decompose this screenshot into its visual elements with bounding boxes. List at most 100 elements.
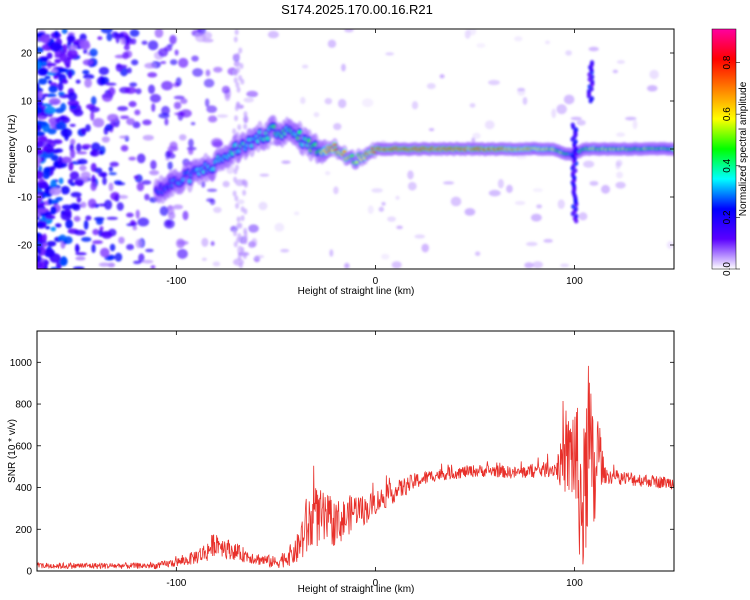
spectrogram-noise-blob (60, 156, 72, 164)
spectrogram-noise-blob (126, 243, 135, 251)
spectrogram-burst (570, 122, 575, 128)
spectrogram-noise-blob (98, 66, 110, 76)
spectrogram-noise-blob (60, 185, 70, 195)
spectrogram-noise-blob (81, 236, 92, 242)
spectrogram-noise-blob (97, 36, 103, 41)
spectrogram-noise-blob (235, 81, 240, 88)
spectrogram-noise-blob (55, 121, 67, 130)
spectrogram-noise-blob (37, 137, 47, 141)
spectrogram-noise-blob (89, 48, 98, 57)
spectrogram-noise-blob (92, 117, 105, 128)
spectrogram-noise-blob (50, 206, 57, 215)
spectrogram-noise-blob (69, 123, 76, 127)
spectrogram-noise-blob (37, 60, 42, 70)
spectrogram-noise-blob (39, 201, 46, 207)
spectrogram-noise-blob (84, 78, 92, 88)
spectrogram-y-tick-label: -10 (18, 193, 33, 204)
spectrogram-noise-blob (37, 184, 46, 189)
spectrogram-noise-blob (37, 131, 46, 137)
spectrogram-noise-blob (58, 155, 63, 166)
spectrogram-noise-blob (396, 225, 403, 230)
spectrogram-noise-blob (40, 33, 51, 44)
spectrogram-noise-blob (327, 39, 337, 48)
spectrogram-noise-blob (52, 139, 63, 145)
spectrogram-noise-blob (209, 198, 216, 206)
spectrogram-burst (589, 60, 595, 66)
spectrogram-noise-blob (108, 87, 116, 96)
spectrogram-noise-blob (83, 74, 95, 80)
spectrogram-noise-blob (37, 248, 42, 255)
spectrogram-noise-blob (179, 134, 187, 141)
spectrogram-noise-blob (105, 82, 117, 86)
spectrogram-noise-blob (532, 188, 543, 193)
spectrogram-y-tick-label: -20 (18, 241, 33, 252)
spectrogram-noise-blob (381, 201, 386, 206)
spectrogram-noise-blob (378, 206, 385, 212)
spectrogram-noise-blob (154, 29, 164, 38)
spectrogram-noise-blob (543, 238, 553, 243)
spectrogram-noise-blob (133, 260, 141, 265)
spectrogram-noise-blob (646, 85, 658, 92)
spectrogram-noise-blob (42, 233, 47, 242)
spectrogram-noise-blob (122, 51, 130, 60)
spectrogram-noise-blob (148, 84, 156, 95)
spectrogram-noise-blob (172, 204, 184, 210)
spectrogram-noise-blob (54, 148, 64, 153)
spectrogram-noise-blob (234, 164, 239, 171)
spectrogram-noise-blob (570, 116, 582, 121)
spectrogram-noise-blob (407, 170, 414, 180)
spectrogram-noise-blob (168, 211, 176, 220)
spectrogram-noise-blob (119, 135, 130, 139)
spectrogram-noise-blob (37, 87, 44, 93)
spectrogram-noise-blob (82, 69, 90, 75)
spectrogram-noise-blob (616, 60, 626, 64)
spectrogram-noise-blob (37, 47, 44, 54)
spectrogram-noise-blob (69, 148, 76, 159)
spectrogram-noise-blob (98, 262, 111, 267)
spectrogram-noise-blob (92, 149, 97, 157)
spectrogram-noise-blob (232, 190, 237, 197)
spectrogram-noise-blob (138, 253, 145, 263)
spectrogram-burst (574, 213, 579, 219)
spectrogram-noise-blob (191, 55, 199, 62)
spectrogram-y-tick-label: 10 (21, 97, 33, 108)
spectrogram-noise-blob (615, 159, 623, 167)
spectrogram-noise-blob (74, 179, 85, 186)
spectrogram-noise-blob (237, 199, 245, 205)
spectrogram-noise-blob (180, 98, 188, 105)
spectrogram-noise-blob (233, 70, 238, 77)
spectrogram-noise-blob (46, 248, 54, 257)
spectrogram-noise-blob (37, 169, 43, 180)
spectrogram-noise-blob (135, 238, 143, 249)
spectrogram-noise-blob (243, 234, 248, 241)
snr-x-tick-label: 0 (373, 578, 379, 589)
spectrogram-noise-blob (301, 64, 309, 69)
spectrogram-noise-blob (37, 101, 44, 106)
spectrogram-noise-blob (625, 116, 637, 121)
spectrogram-noise-blob (72, 266, 85, 269)
spectrogram-noise-blob (563, 94, 575, 105)
spectrogram-noise-blob (300, 96, 306, 105)
spectrogram-noise-blob (38, 91, 43, 100)
spectrogram-noise-blob (161, 80, 173, 91)
spectrogram-noise-blob (232, 53, 237, 60)
snr-y-tick-label: 600 (15, 441, 32, 452)
spectrogram-noise-blob (99, 247, 110, 258)
spectrogram-noise-blob (59, 68, 69, 73)
spectrogram-noise-blob (136, 182, 145, 192)
spectrogram-noise-blob (497, 178, 504, 189)
colorbar-tick-label: 0.8 (722, 55, 733, 69)
spectrogram-heat-layer (37, 29, 674, 269)
spectrogram-noise-blob (37, 105, 43, 115)
spectrogram-noise-blob (212, 261, 221, 267)
spectrogram-noise-blob (67, 70, 73, 79)
colorbar-label: Normalized spectral amplitude (738, 81, 749, 216)
spectrogram-noise-blob (101, 136, 110, 143)
spectrogram-noise-blob (118, 32, 125, 38)
spectrogram-noise-blob (649, 69, 659, 80)
spectrogram-noise-blob (65, 219, 74, 229)
spectrogram-noise-blob (514, 36, 523, 42)
spectrogram-noise-blob (551, 108, 557, 119)
spectrogram-noise-blob (475, 251, 481, 257)
spectrogram-noise-blob (450, 196, 462, 207)
